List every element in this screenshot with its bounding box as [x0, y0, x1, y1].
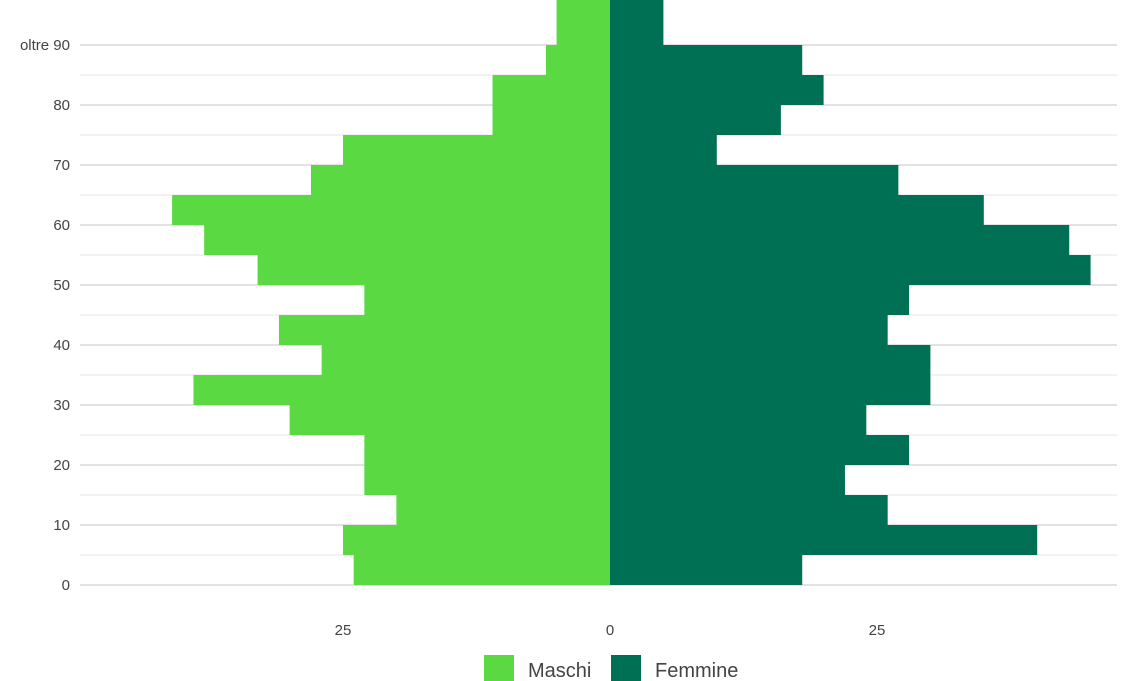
bar-femmine-30-34 [610, 375, 931, 405]
bar-maschi-95+ [556, 0, 610, 15]
bar-maschi-75-79 [492, 105, 610, 135]
bar-maschi-20-24 [364, 435, 610, 465]
bar-maschi-70-74 [343, 135, 610, 165]
bar-femmine-45-49 [610, 285, 910, 315]
bar-maschi-90-94 [556, 15, 610, 45]
bar-maschi-5-9 [343, 525, 610, 555]
bar-maschi-40-44 [278, 315, 610, 345]
bar-maschi-50-54 [257, 255, 610, 285]
y-tick-label: 60 [53, 217, 70, 234]
bar-femmine-10-14 [610, 495, 888, 525]
legend-swatch-femmine [611, 655, 641, 681]
bar-femmine-50-54 [610, 255, 1091, 285]
bar-maschi-85-89 [545, 45, 610, 75]
bar-femmine-55-59 [610, 225, 1070, 255]
bar-maschi-0-4 [353, 555, 610, 585]
y-tick-label: 10 [53, 517, 70, 534]
bar-femmine-60-64 [610, 195, 984, 225]
bar-maschi-45-49 [364, 285, 610, 315]
y-tick-label: 70 [53, 157, 70, 174]
bar-femmine-40-44 [610, 315, 888, 345]
bar-maschi-80-84 [492, 75, 610, 105]
legend-label-maschi: Maschi [528, 660, 591, 681]
x-tick-label: 25 [869, 622, 886, 639]
bar-femmine-25-29 [610, 405, 867, 435]
legend-label-femmine: Femmine [655, 660, 738, 681]
bar-femmine-85-89 [610, 45, 803, 75]
bar-femmine-20-24 [610, 435, 910, 465]
y-tick-label: oltre 90 [20, 37, 70, 54]
legend-swatch-maschi [484, 655, 514, 681]
bar-maschi-35-39 [321, 345, 610, 375]
x-axis-ticks: 25 0 25 [335, 622, 886, 639]
bar-femmine-65-69 [610, 165, 899, 195]
y-axis-ticks: 0 10 20 30 40 50 60 70 80 oltre 90 [20, 37, 70, 594]
y-tick-label: 0 [62, 577, 70, 594]
x-tick-label: 25 [335, 622, 352, 639]
bar-femmine-35-39 [610, 345, 931, 375]
bar-femmine-75-79 [610, 105, 781, 135]
y-tick-label: 40 [53, 337, 70, 354]
bar-femmine-80-84 [610, 75, 824, 105]
bar-maschi-25-29 [289, 405, 610, 435]
bar-femmine-0-4 [610, 555, 803, 585]
bar-maschi-15-19 [364, 465, 610, 495]
bar-femmine-5-9 [610, 525, 1038, 555]
y-tick-label: 80 [53, 97, 70, 114]
bars [172, 0, 1091, 585]
y-tick-label: 30 [53, 397, 70, 414]
x-tick-label: 0 [606, 622, 614, 639]
bar-maschi-65-69 [310, 165, 610, 195]
bar-maschi-10-14 [396, 495, 610, 525]
y-tick-label: 50 [53, 277, 70, 294]
bar-femmine-15-19 [610, 465, 845, 495]
bar-maschi-30-34 [193, 375, 611, 405]
bar-femmine-70-74 [610, 135, 717, 165]
bar-maschi-60-64 [172, 195, 610, 225]
legend: Maschi Femmine [484, 655, 738, 681]
y-tick-label: 20 [53, 457, 70, 474]
bar-maschi-55-59 [204, 225, 610, 255]
bar-femmine-95+ [610, 0, 664, 15]
bar-femmine-90-94 [610, 15, 664, 45]
